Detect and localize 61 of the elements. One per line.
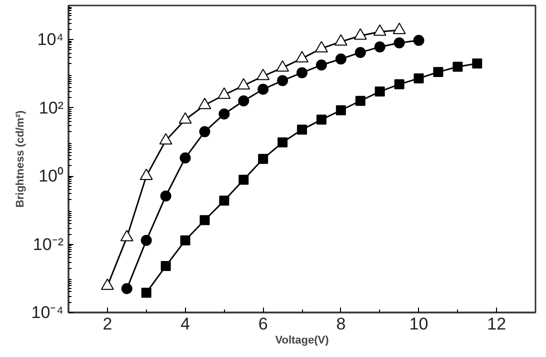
x-axis-title: Voltage(V) (275, 334, 330, 346)
y-tick-label: 10⁻² (32, 234, 64, 254)
x-tick-label: 4 (180, 314, 190, 334)
x-tick-label: 8 (336, 314, 346, 334)
point (141, 288, 152, 298)
point (297, 124, 307, 135)
point (256, 68, 270, 80)
point (373, 24, 386, 36)
point (258, 154, 268, 164)
point (394, 37, 405, 48)
point (276, 60, 290, 72)
y-tick-label: 10⁰ (38, 166, 64, 186)
point (258, 84, 269, 95)
x-tick-label: 6 (258, 314, 268, 334)
point (180, 152, 191, 164)
point (354, 28, 367, 40)
point (414, 73, 424, 84)
point (238, 95, 250, 106)
point (335, 54, 346, 64)
point (296, 67, 308, 78)
x-tick-label: 2 (102, 314, 112, 334)
point (277, 75, 288, 86)
point (160, 261, 171, 272)
point (354, 46, 366, 58)
x-tick-label: 10 (409, 314, 428, 334)
point (314, 41, 328, 52)
point (159, 133, 172, 144)
point (296, 51, 308, 62)
point (433, 67, 444, 78)
point (198, 98, 212, 110)
point (374, 41, 386, 52)
point (413, 34, 424, 46)
y-tick-label: 10² (38, 98, 64, 118)
point (140, 234, 152, 246)
point (316, 60, 327, 71)
point (200, 215, 210, 226)
point (199, 126, 210, 138)
y-axis-title: Brightness (cd/m²) (14, 110, 26, 208)
point (316, 114, 326, 125)
y-tick-label: 10⁻⁴ (31, 303, 64, 322)
point (334, 34, 348, 46)
point (336, 105, 346, 116)
point (218, 87, 231, 99)
point (160, 190, 172, 202)
point (219, 196, 230, 206)
point (218, 108, 230, 120)
point (140, 168, 153, 180)
point (180, 235, 190, 246)
point (238, 174, 249, 185)
point (452, 62, 463, 72)
point (394, 79, 404, 90)
point (121, 283, 132, 294)
x-tick-label: 12 (487, 314, 506, 334)
point (178, 112, 192, 124)
point (374, 86, 385, 97)
point (472, 58, 482, 68)
point (392, 22, 406, 34)
y-tick-label: 10⁴ (37, 30, 64, 50)
point (355, 96, 366, 106)
point (237, 78, 250, 90)
point (278, 137, 288, 148)
